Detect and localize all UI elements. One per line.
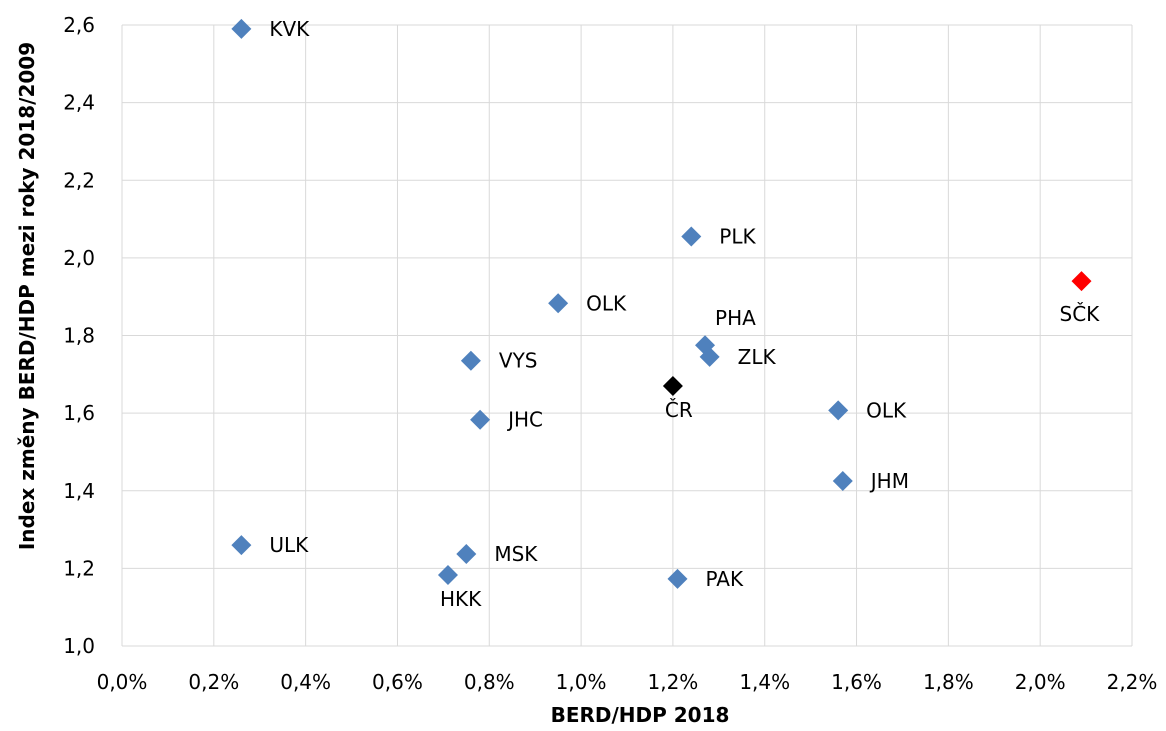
- x-tick-label: 0,6%: [372, 670, 423, 694]
- x-tick-label: 1,8%: [923, 670, 974, 694]
- data-point-marker: [828, 400, 849, 421]
- data-point-label: VYS: [499, 349, 538, 373]
- data-point-marker: [662, 375, 683, 396]
- y-tick-label: 1,4: [63, 479, 95, 503]
- data-point-marker: [231, 18, 252, 39]
- data-point-marker: [699, 346, 720, 367]
- x-tick-label: 0,2%: [188, 670, 239, 694]
- data-point-label: PHA: [715, 306, 756, 330]
- data-point-marker: [460, 350, 481, 371]
- y-tick-label: 2,2: [63, 168, 95, 192]
- data-point-label: SČK: [1060, 302, 1101, 326]
- data-point-marker: [667, 568, 688, 589]
- data-point-marker: [1071, 271, 1092, 292]
- data-point-marker: [832, 471, 853, 492]
- x-tick-label: 2,0%: [1015, 670, 1066, 694]
- x-tick-label: 2,2%: [1107, 670, 1158, 694]
- data-point-label: KVK: [269, 17, 310, 41]
- data-point-marker: [437, 564, 458, 585]
- y-tick-label: 1,0: [63, 634, 95, 658]
- y-tick-label: 2,4: [63, 91, 95, 115]
- data-point-label: OLK: [866, 398, 907, 422]
- x-axis-title: BERD/HDP 2018: [551, 703, 730, 727]
- y-tick-label: 2,0: [63, 246, 95, 270]
- data-point-label: ULK: [269, 533, 309, 557]
- y-tick-label: 1,6: [63, 401, 95, 425]
- data-point-marker: [548, 293, 569, 314]
- data-point-label: PLK: [719, 225, 756, 249]
- data-point-marker: [681, 226, 702, 247]
- data-point-marker: [456, 544, 477, 565]
- x-tick-label: 1,6%: [831, 670, 882, 694]
- grid-lines: [121, 24, 1133, 647]
- data-point-label: HKK: [440, 587, 482, 611]
- data-point-marker: [470, 409, 491, 430]
- data-point-label: OLK: [586, 291, 627, 315]
- x-tick-label: 0,8%: [464, 670, 515, 694]
- y-tick-label: 1,8: [63, 324, 95, 348]
- data-point-label: JHM: [869, 469, 909, 493]
- y-tick-label: 2,6: [63, 13, 95, 37]
- data-point-label: PAK: [706, 567, 744, 591]
- y-tick-label: 1,2: [63, 556, 95, 580]
- data-points: [231, 18, 1092, 589]
- x-tick-label: 1,2%: [648, 670, 699, 694]
- data-point-label: JHC: [506, 408, 543, 432]
- tick-labels: 0,0% 0,2% 0,4% 0,6% 0,8% 1,0% 1,2% 1,4% 1,6% 1,8%…: [63, 13, 1157, 694]
- x-tick-label: 0,0%: [97, 670, 148, 694]
- y-axis-title: Index změny BERD/HDP mezi roky 2018/2009: [15, 42, 39, 550]
- x-tick-label: 0,4%: [280, 670, 331, 694]
- data-point-marker: [231, 535, 252, 556]
- point-labels: KVK PLK SČK OLK PHA ZLK VYS ČR OLK JHC JHM ULK MSK HK…: [269, 17, 1100, 611]
- data-point-label: ČR: [665, 398, 693, 422]
- data-point-label: ZLK: [738, 345, 777, 369]
- data-point-label: MSK: [494, 542, 538, 566]
- x-tick-label: 1,4%: [739, 670, 790, 694]
- x-tick-label: 1,0%: [556, 670, 607, 694]
